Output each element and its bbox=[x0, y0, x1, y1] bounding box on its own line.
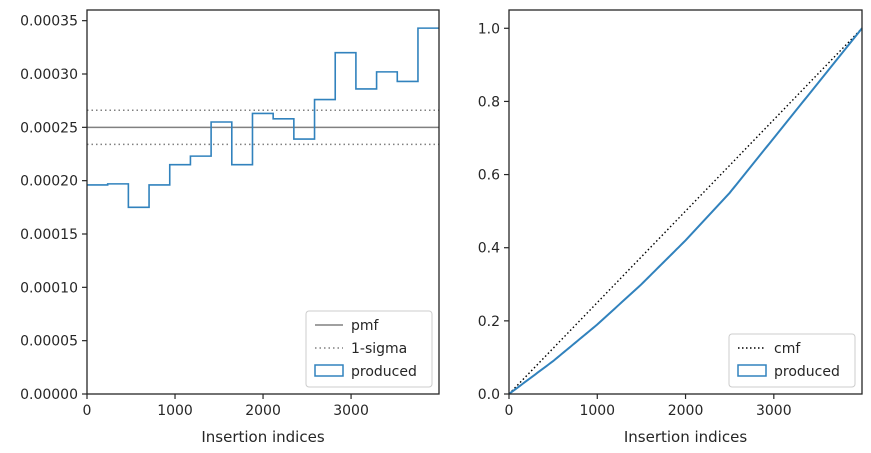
legend-cmf-label: cmf bbox=[774, 341, 801, 357]
legend-produced-label: produced bbox=[774, 364, 840, 380]
produced-step-histogram bbox=[87, 27, 439, 209]
right-cumulative-panel: 0 1000 2000 3000 0.0 0.2 0.4 0.6 0.8 1.0 Inserti… bbox=[478, 9, 863, 446]
r-y-tick-label: 1.0 bbox=[478, 21, 500, 37]
r-y-tick-label: 0.8 bbox=[478, 94, 500, 110]
r-y-tick-label: 0.0 bbox=[478, 387, 500, 403]
cmf-line bbox=[508, 27, 863, 395]
left-data-layer bbox=[87, 27, 439, 209]
l-y-tick-label: 0.00015 bbox=[20, 227, 78, 243]
l-x-tick-label: 0 bbox=[83, 403, 92, 419]
r-x-tick-label: 3000 bbox=[756, 403, 792, 419]
right-x-ticks: 0 1000 2000 3000 bbox=[505, 394, 792, 419]
l-y-tick-label: 0.00005 bbox=[20, 334, 78, 350]
r-x-tick-label: 0 bbox=[505, 403, 514, 419]
legend-produced-label: produced bbox=[351, 364, 417, 380]
legend-pmf-label: pmf bbox=[351, 318, 380, 334]
legend-produced-swatch bbox=[314, 364, 344, 377]
right-data-layer bbox=[508, 27, 863, 395]
l-x-tick-label: 1000 bbox=[157, 403, 193, 419]
left-x-axis-label: Insertion indices bbox=[201, 428, 324, 446]
l-y-tick-label: 0.00035 bbox=[20, 14, 78, 30]
r-x-tick-label: 1000 bbox=[579, 403, 615, 419]
left-legend: pmf 1-sigma produced bbox=[305, 310, 433, 388]
l-y-tick-label: 0.00025 bbox=[20, 120, 78, 136]
left-legend-box bbox=[305, 310, 433, 388]
legend-sigma-label: 1-sigma bbox=[351, 341, 407, 357]
l-x-tick-label: 2000 bbox=[245, 403, 281, 419]
l-y-tick-label: 0.00000 bbox=[20, 387, 78, 403]
right-x-axis-label: Insertion indices bbox=[624, 428, 747, 446]
r-y-tick-label: 0.6 bbox=[478, 168, 500, 184]
legend-produced-swatch bbox=[737, 364, 767, 377]
l-x-tick-label: 3000 bbox=[333, 403, 369, 419]
left-x-ticks: 0 1000 2000 3000 bbox=[83, 394, 369, 419]
produced-cumulative-line bbox=[508, 27, 863, 395]
right-legend-box bbox=[728, 333, 856, 388]
right-legend: cmf produced bbox=[728, 333, 856, 388]
left-histogram-panel: 0 1000 2000 3000 0.000000.000050.000100.000… bbox=[20, 9, 440, 446]
r-y-tick-label: 0.2 bbox=[478, 314, 500, 330]
left-y-ticks: 0.00000 0.00005 0.00010 0.00015 0.00020 0.000… bbox=[20, 14, 87, 403]
l-y-tick-label: 0.00020 bbox=[20, 174, 78, 190]
right-y-ticks: 0.0 0.2 0.4 0.6 0.8 1.0 bbox=[478, 21, 509, 403]
r-y-tick-label: 0.4 bbox=[478, 241, 500, 257]
l-y-tick-label: 0.00030 bbox=[20, 67, 78, 83]
l-y-tick-label: 0.00010 bbox=[20, 280, 78, 296]
r-x-tick-label: 2000 bbox=[668, 403, 704, 419]
